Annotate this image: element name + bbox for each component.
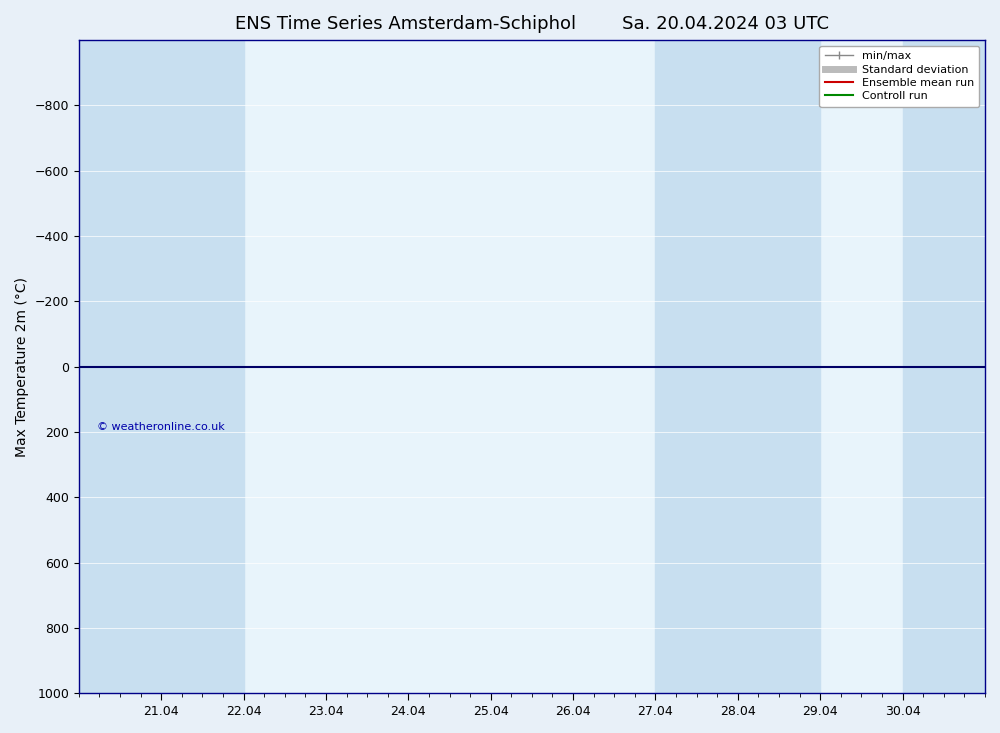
Bar <box>903 40 985 693</box>
Y-axis label: Max Temperature 2m (°C): Max Temperature 2m (°C) <box>15 276 29 457</box>
Legend: min/max, Standard deviation, Ensemble mean run, Controll run: min/max, Standard deviation, Ensemble me… <box>819 45 979 107</box>
Bar <box>79 40 244 693</box>
Text: © weatheronline.co.uk: © weatheronline.co.uk <box>97 422 225 432</box>
Title: ENS Time Series Amsterdam-Schiphol        Sa. 20.04.2024 03 UTC: ENS Time Series Amsterdam-Schiphol Sa. 2… <box>235 15 829 33</box>
Bar <box>655 40 820 693</box>
